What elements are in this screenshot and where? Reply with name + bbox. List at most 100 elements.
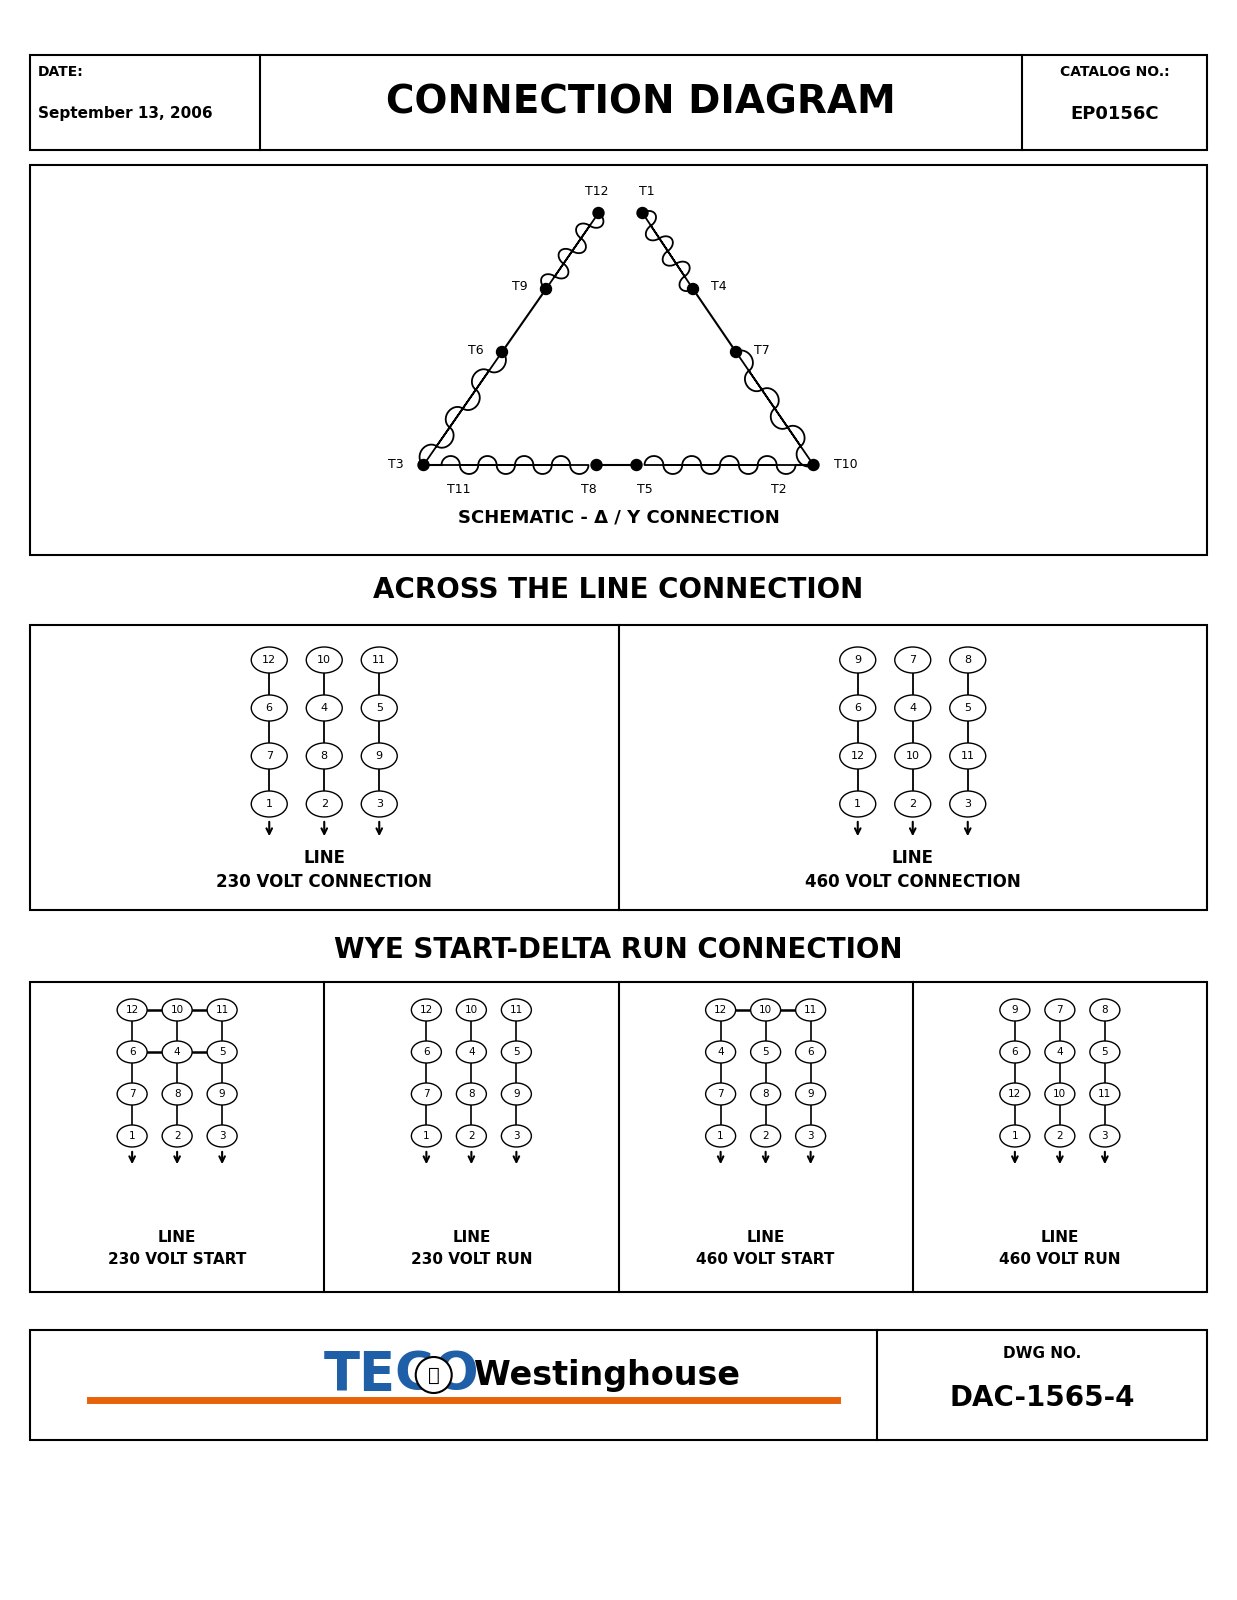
Text: LINE: LINE [1040,1229,1079,1245]
Ellipse shape [251,742,287,770]
Ellipse shape [307,694,343,722]
Ellipse shape [950,646,986,674]
Circle shape [496,347,507,357]
Text: 3: 3 [1102,1131,1108,1141]
Text: 6: 6 [423,1046,429,1058]
Text: 230 VOLT START: 230 VOLT START [108,1253,246,1267]
Circle shape [631,459,642,470]
Ellipse shape [999,1125,1030,1147]
Text: 6: 6 [855,702,861,714]
Text: 1: 1 [266,798,272,810]
Ellipse shape [118,1125,147,1147]
Text: 1: 1 [423,1131,429,1141]
Text: 7: 7 [1056,1005,1063,1014]
Text: 11: 11 [804,1005,818,1014]
Ellipse shape [705,1042,736,1062]
Ellipse shape [894,790,930,818]
Text: LINE: LINE [453,1229,491,1245]
Text: 6: 6 [808,1046,814,1058]
Ellipse shape [251,790,287,818]
Text: 4: 4 [717,1046,724,1058]
Text: 12: 12 [1008,1090,1022,1099]
Ellipse shape [361,742,397,770]
Ellipse shape [207,1083,238,1106]
Circle shape [591,459,602,470]
Ellipse shape [999,1083,1030,1106]
Circle shape [593,208,604,219]
Text: 7: 7 [129,1090,135,1099]
Text: 8: 8 [174,1090,181,1099]
Ellipse shape [118,998,147,1021]
Text: 460 VOLT START: 460 VOLT START [696,1253,835,1267]
Ellipse shape [950,742,986,770]
Text: 3: 3 [376,798,382,810]
Ellipse shape [999,998,1030,1021]
Text: 4: 4 [174,1046,181,1058]
Ellipse shape [705,1083,736,1106]
Text: 1: 1 [129,1131,135,1141]
Text: 3: 3 [965,798,971,810]
Text: 10: 10 [760,1005,772,1014]
Ellipse shape [412,1042,442,1062]
Ellipse shape [501,1042,532,1062]
Text: Westinghouse: Westinghouse [474,1358,740,1392]
Ellipse shape [501,1125,532,1147]
Ellipse shape [1090,998,1119,1021]
Text: 5: 5 [376,702,382,714]
Text: 4: 4 [909,702,917,714]
Text: 460 VOLT RUN: 460 VOLT RUN [999,1253,1121,1267]
Ellipse shape [751,1125,781,1147]
Text: T6: T6 [469,344,484,357]
Text: 2: 2 [174,1131,181,1141]
Text: 12: 12 [125,1005,139,1014]
Text: WYE START-DELTA RUN CONNECTION: WYE START-DELTA RUN CONNECTION [334,936,903,963]
Ellipse shape [705,1125,736,1147]
Bar [30,54,1207,150]
Ellipse shape [795,1083,825,1106]
Bar [30,1330,1207,1440]
Ellipse shape [251,646,287,674]
Text: 11: 11 [1098,1090,1112,1099]
Text: 7: 7 [909,654,917,666]
Text: LINE: LINE [746,1229,784,1245]
Text: 11: 11 [372,654,386,666]
Text: 12: 12 [419,1005,433,1014]
Ellipse shape [501,1083,532,1106]
Text: 2: 2 [468,1131,475,1141]
Text: LINE: LINE [158,1229,197,1245]
Ellipse shape [456,1042,486,1062]
Text: T8: T8 [580,483,596,496]
Text: LINE: LINE [892,850,934,867]
Circle shape [688,283,699,294]
Ellipse shape [950,790,986,818]
Text: 5: 5 [513,1046,520,1058]
Ellipse shape [840,790,876,818]
Ellipse shape [999,1042,1030,1062]
Text: TECO: TECO [324,1349,480,1402]
Text: CONNECTION DIAGRAM: CONNECTION DIAGRAM [386,83,896,122]
Ellipse shape [307,742,343,770]
Ellipse shape [251,694,287,722]
Ellipse shape [501,998,532,1021]
Text: 10: 10 [905,750,920,762]
Text: 230 VOLT RUN: 230 VOLT RUN [411,1253,532,1267]
Ellipse shape [705,998,736,1021]
Text: 2: 2 [320,798,328,810]
Ellipse shape [361,646,397,674]
Ellipse shape [840,742,876,770]
Text: CATALOG NO.:: CATALOG NO.: [1060,66,1169,78]
Text: 4: 4 [468,1046,475,1058]
Text: 4: 4 [1056,1046,1063,1058]
Ellipse shape [361,790,397,818]
Text: 1: 1 [717,1131,724,1141]
Text: 6: 6 [1012,1046,1018,1058]
Text: 8: 8 [320,750,328,762]
Text: 7: 7 [266,750,273,762]
Ellipse shape [1045,1125,1075,1147]
Text: 7: 7 [717,1090,724,1099]
Text: 9: 9 [376,750,382,762]
Circle shape [637,208,648,219]
Ellipse shape [751,1083,781,1106]
Text: 230 VOLT CONNECTION: 230 VOLT CONNECTION [216,874,432,891]
Text: 11: 11 [510,1005,523,1014]
